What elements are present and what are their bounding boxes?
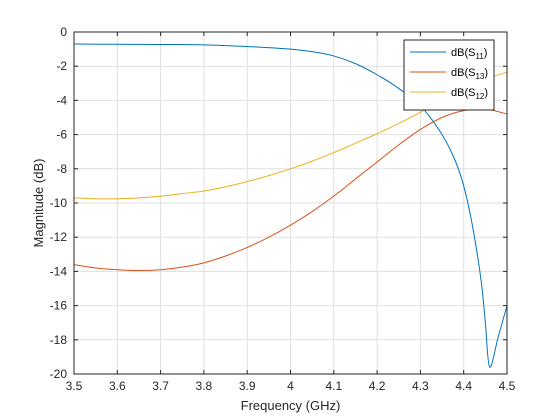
y-tick-label: -10 [50,196,68,210]
y-axis-title: Magnitude (dB) [31,159,46,248]
x-tick-label: 3.6 [109,379,126,393]
legend: dB(S11) dB(S13) dB(S12) [403,39,495,111]
y-tick-label: -16 [50,299,68,313]
y-tick-label: -18 [50,333,68,347]
x-tick-label: 3.8 [196,379,213,393]
legend-label-12: dB(S12) [451,87,488,101]
y-tick-label: -2 [56,59,67,73]
y-tick-label: -12 [50,230,68,244]
x-tick-label: 4.3 [412,379,429,393]
y-tick-label: -14 [50,264,68,278]
y-tick-label: -20 [50,367,68,381]
x-tick-label: 4 [287,379,294,393]
legend-label-13: dB(S13) [451,67,488,81]
y-tick-label: 0 [60,25,67,39]
x-tick-label: 4.4 [455,379,472,393]
y-tick-label: -6 [56,128,67,142]
x-axis-title: Frequency (GHz) [241,398,341,413]
y-tick-label: -4 [56,93,67,107]
x-tick-label: 3.9 [239,379,256,393]
x-tick-label: 3.7 [152,379,169,393]
x-tick-label: 4.2 [369,379,386,393]
x-tick-label: 3.5 [66,379,83,393]
x-tick-label: 4.1 [325,379,342,393]
series-line-13 [74,108,507,272]
axis-ticks: 3.5 3.6 3.7 3.8 3.9 4 4.1 4.2 4.3 4.4 4.5 0 -2 -4 -6 -8… [50,25,516,393]
y-tick-label: -8 [56,162,67,176]
x-tick-label: 4.5 [499,379,516,393]
series-line-11 [74,43,507,368]
legend-label-11: dB(S11) [451,47,487,61]
